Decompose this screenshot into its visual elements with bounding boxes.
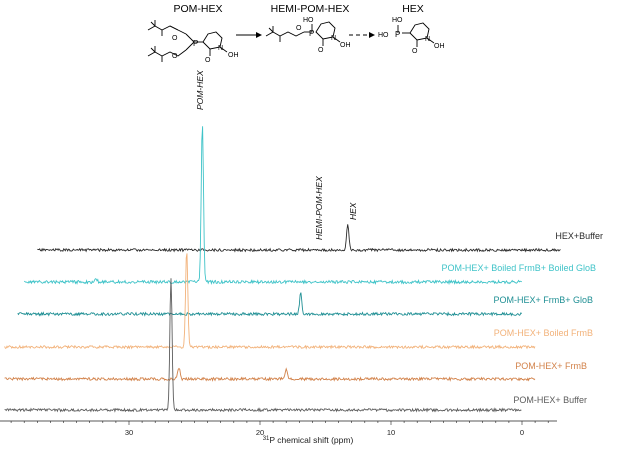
- x-axis-title-superscript: 31: [263, 436, 270, 442]
- x-ticks: 30 20 10 0: [10, 421, 549, 437]
- spectrum-trace-1: [23, 126, 523, 286]
- x-axis: 30 20 10 0 31P chemical shift (ppm): [0, 420, 557, 445]
- pom-hex-atom-o1: O: [172, 35, 178, 42]
- pom-hex-atom-oh: OH: [228, 52, 239, 59]
- series-label-5: POM-HEX+ Buffer: [513, 395, 587, 405]
- hex-atom-ho2: HO: [378, 32, 389, 39]
- series-label-2: POM-HEX+ FrmB+ GloB: [493, 295, 593, 305]
- annotation-hex: HEX: [348, 202, 358, 220]
- pom-hex-structure: [147, 20, 228, 62]
- x-axis-title: 31P chemical shift (ppm): [263, 435, 354, 445]
- hemi-atom-o2: O: [318, 47, 324, 54]
- scheme-label-pom-hex: POM-HEX: [173, 3, 222, 15]
- series-label-4: POM-HEX+ FrmB: [515, 361, 587, 371]
- scheme-label-hex: HEX: [402, 3, 424, 15]
- spectrum-trace-5: [4, 278, 522, 413]
- series-label-1: POM-HEX+ Boiled FrmB+ Boiled GloB: [441, 263, 596, 273]
- x-tick-label: 0: [520, 428, 524, 437]
- hex-atom-p: P: [395, 30, 400, 39]
- pom-hex-atom-p: P: [193, 39, 198, 48]
- hemi-pom-hex-structure: [265, 21, 341, 46]
- peak-annotations: POM-HEX HEMI-POM-HEX HEX: [195, 70, 358, 240]
- pom-hex-atom-o3: O: [205, 57, 211, 64]
- series-label-3: POM-HEX+ Boiled FrmB: [494, 328, 593, 338]
- x-tick-label: 30: [125, 428, 133, 437]
- hemi-atom-o1: O: [296, 25, 302, 32]
- spectrum-trace-0: [37, 224, 561, 253]
- reaction-arrowhead-solid: [256, 32, 262, 38]
- reaction-scheme: POM-HEX HEMI-POM-HEX HEX P O O O N OH: [147, 3, 445, 64]
- hemi-atom-ho: HO: [303, 17, 314, 24]
- spectra-plot: [4, 126, 561, 413]
- spectrum-trace-4: [4, 367, 536, 382]
- hemi-atom-oh: OH: [340, 42, 351, 49]
- hex-atom-o: O: [412, 48, 418, 55]
- x-tick-label: 20: [256, 428, 264, 437]
- hemi-atom-n: N: [331, 35, 336, 42]
- x-axis-title-text: P chemical shift (ppm): [269, 435, 353, 445]
- hex-structure: [397, 22, 435, 47]
- annotation-pom-hex: POM-HEX: [195, 70, 205, 110]
- pom-hex-atom-n: N: [218, 45, 223, 52]
- spectrum-trace-2: [17, 292, 522, 317]
- x-tick-label: 10: [387, 428, 395, 437]
- scheme-label-hemi-pom-hex: HEMI-POM-HEX: [271, 3, 350, 15]
- hemi-atom-p: P: [309, 29, 314, 38]
- reaction-arrowhead-dashed: [369, 32, 375, 38]
- hex-atom-n: N: [425, 36, 430, 43]
- hex-atom-oh: OH: [434, 43, 445, 50]
- series-labels: HEX+Buffer POM-HEX+ Boiled FrmB+ Boiled G…: [441, 231, 603, 405]
- spectrum-trace-3: [4, 253, 536, 350]
- annotation-hemi-pom-hex: HEMI-POM-HEX: [314, 176, 324, 240]
- pom-hex-atom-o2: O: [172, 53, 178, 60]
- series-label-0: HEX+Buffer: [555, 231, 603, 241]
- hex-atom-ho1: HO: [392, 17, 403, 24]
